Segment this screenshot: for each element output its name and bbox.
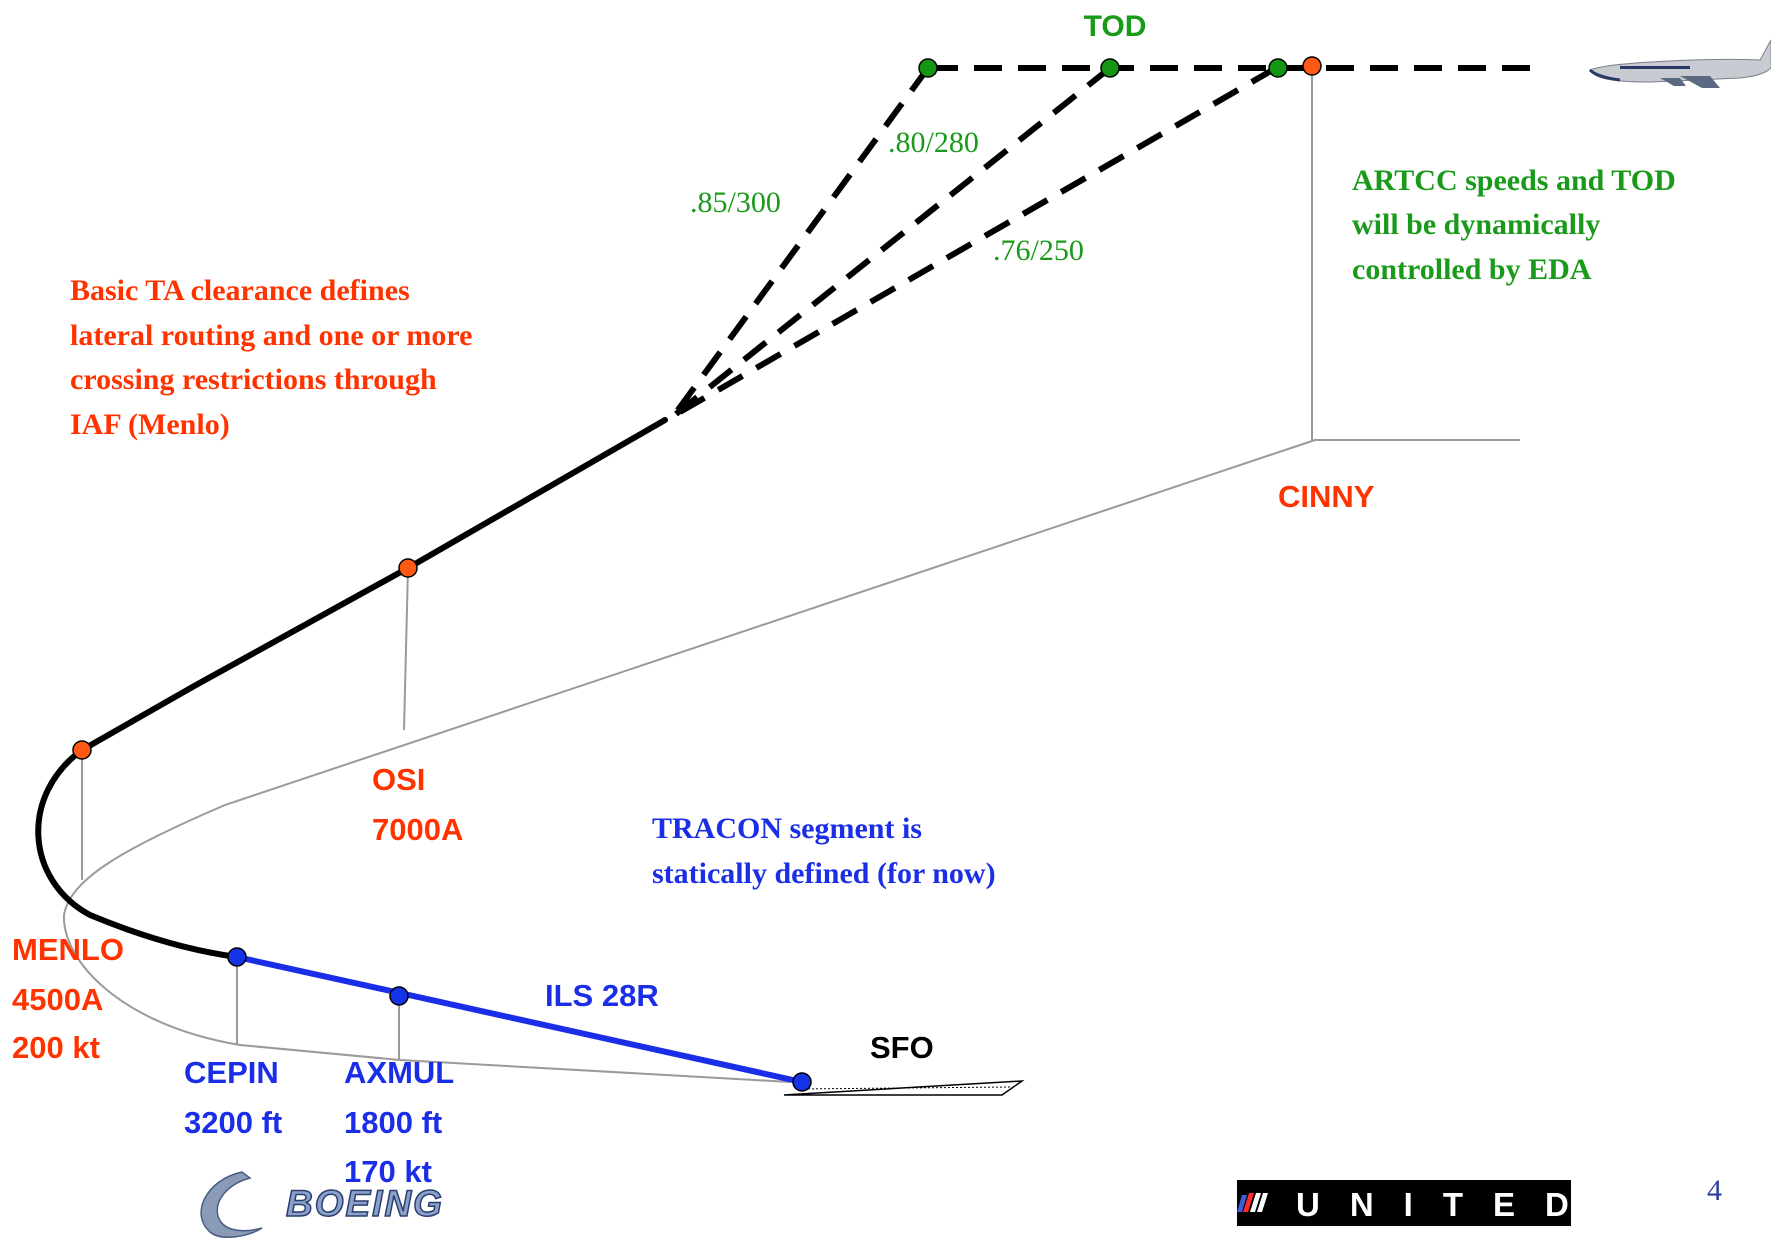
cinny-dot <box>1302 56 1322 76</box>
sfo-dot <box>792 1072 812 1092</box>
tracon-note-line-1: TRACON segment is <box>652 812 922 845</box>
tod-dot-2 <box>1100 58 1120 78</box>
cinny-label: CINNY <box>1278 479 1375 514</box>
airplane-icon <box>1588 39 1771 88</box>
boeing-wordmark: BOEING <box>286 1183 444 1224</box>
descent-path-85-300 <box>669 66 931 420</box>
descent-path-80-280 <box>674 65 1112 417</box>
ils-approach-path <box>236 954 803 1085</box>
tod-label: TOD <box>1084 10 1147 43</box>
ta-note-line-4: IAF (Menlo) <box>70 408 230 441</box>
speed-label-80-280: .80/280 <box>888 126 979 159</box>
speed-label-76-250: .76/250 <box>993 234 1084 267</box>
osi-drop-line <box>403 567 409 731</box>
sfo-label: SFO <box>870 1030 934 1065</box>
united-tulip-icon <box>1237 1193 1268 1212</box>
united-wordmark: UNITED <box>1296 1186 1599 1223</box>
axmul-name: AXMUL <box>344 1055 454 1090</box>
page-number: 4 <box>1707 1174 1722 1207</box>
cepin-label: CEPIN 3200 ft <box>184 1055 287 1140</box>
osi-label: OSI 7000A <box>372 762 463 847</box>
artcc-note-line-3: controlled by EDA <box>1352 253 1592 286</box>
ta-clearance-note: Basic TA clearance defines lateral routi… <box>70 274 480 441</box>
speed-label-85-300: .85/300 <box>690 186 781 219</box>
axmul-label: AXMUL 1800 ft 170 kt <box>344 1055 462 1189</box>
menlo-name: MENLO <box>12 932 124 967</box>
ground-track-line <box>62 439 1520 1083</box>
artcc-note-line-2: will be dynamically <box>1352 208 1600 241</box>
descent-profiles <box>669 65 1545 420</box>
ils-label: ILS 28R <box>545 978 659 1013</box>
tracon-note: TRACON segment is statically defined (fo… <box>652 812 996 890</box>
axmul-altitude: 1800 ft <box>344 1105 442 1140</box>
united-logo: UNITED <box>1237 1180 1599 1226</box>
cepin-name: CEPIN <box>184 1055 279 1090</box>
menlo-dot <box>72 740 92 760</box>
boeing-logo: BOEING <box>200 1171 444 1238</box>
menlo-speed: 200 kt <box>12 1030 100 1065</box>
runway-outline <box>783 1080 1025 1096</box>
ta-note-line-1: Basic TA clearance defines <box>70 274 410 307</box>
ta-note-line-3: crossing restrictions through <box>70 363 437 396</box>
boeing-swoosh-icon <box>200 1171 263 1238</box>
artcc-note: ARTCC speeds and TOD will be dynamically… <box>1352 164 1683 286</box>
tracon-note-line-2: statically defined (for now) <box>652 857 996 890</box>
waypoint-dots <box>72 56 1322 1092</box>
osi-altitude: 7000A <box>372 812 463 847</box>
osi-name: OSI <box>372 762 425 797</box>
cepin-dot <box>227 947 247 967</box>
axmul-speed: 170 kt <box>344 1154 432 1189</box>
menlo-altitude: 4500A <box>12 982 103 1017</box>
ta-clearance-path <box>35 417 668 960</box>
axmul-dot <box>389 986 409 1006</box>
tod-dot-1 <box>918 58 938 78</box>
osi-dot <box>398 558 418 578</box>
descent-path-76-250 <box>678 65 1278 415</box>
ground-track <box>62 68 1520 1083</box>
tod-dot-3 <box>1268 58 1288 78</box>
united-logo-background <box>1237 1180 1571 1226</box>
ta-note-line-2: lateral routing and one or more <box>70 319 472 352</box>
artcc-note-line-1: ARTCC speeds and TOD <box>1352 164 1676 197</box>
cepin-altitude: 3200 ft <box>184 1105 282 1140</box>
menlo-label: MENLO 4500A 200 kt <box>12 932 133 1065</box>
runway <box>783 1080 1025 1096</box>
